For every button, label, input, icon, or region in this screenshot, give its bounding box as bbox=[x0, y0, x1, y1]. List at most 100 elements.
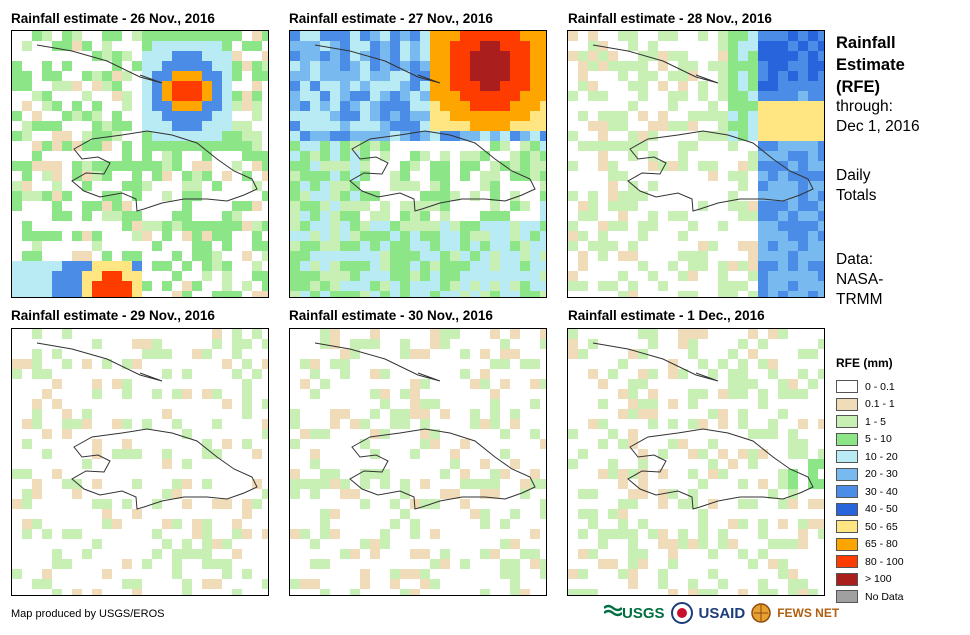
rainfall-cell bbox=[430, 329, 440, 339]
rainfall-cell bbox=[162, 131, 172, 141]
rainfall-cell bbox=[82, 359, 92, 369]
rainfall-cell bbox=[748, 449, 758, 459]
rainfall-cell bbox=[330, 81, 340, 91]
rainfall-cell bbox=[688, 141, 698, 151]
rainfall-cell bbox=[788, 389, 798, 399]
rainfall-cell bbox=[728, 369, 738, 379]
rainfall-cell bbox=[212, 499, 222, 509]
rainfall-cell bbox=[252, 81, 262, 91]
rainfall-cell bbox=[410, 589, 420, 595]
rainfall-cell bbox=[72, 81, 82, 91]
rainfall-cell bbox=[62, 359, 72, 369]
rainfall-cell bbox=[540, 261, 546, 271]
rainfall-cell bbox=[340, 171, 350, 181]
rainfall-cell bbox=[520, 291, 530, 297]
map-credit: Map produced by USGS/EROS bbox=[11, 608, 165, 620]
rainfall-cell bbox=[92, 81, 102, 91]
rainfall-cell bbox=[330, 271, 340, 281]
rainfall-cell bbox=[182, 389, 192, 399]
rainfall-cell bbox=[578, 449, 588, 459]
rainfall-cell bbox=[460, 221, 470, 231]
rainfall-cell bbox=[628, 201, 638, 211]
rainfall-cell bbox=[480, 479, 490, 489]
rainfall-cell bbox=[350, 191, 360, 201]
rainfall-cell bbox=[290, 419, 300, 429]
rainfall-cell bbox=[92, 131, 102, 141]
rainfall-cell bbox=[470, 231, 480, 241]
rainfall-cell bbox=[718, 271, 728, 281]
panel-title-4: Rainfall estimate - 29 Nov., 2016 bbox=[11, 308, 215, 323]
rainfall-cell bbox=[52, 469, 62, 479]
rainfall-cell bbox=[430, 261, 440, 271]
rainfall-cell bbox=[242, 101, 252, 111]
rainfall-cell bbox=[420, 419, 430, 429]
rainfall-cell bbox=[420, 261, 430, 271]
rainfall-cell bbox=[102, 41, 112, 51]
rainfall-cell bbox=[340, 31, 350, 41]
rainfall-cell bbox=[808, 101, 818, 111]
rainfall-cell bbox=[310, 449, 320, 459]
rainfall-cell bbox=[530, 291, 540, 297]
rainfall-cell bbox=[450, 51, 460, 61]
rainfall-cell bbox=[530, 529, 540, 539]
rainfall-cell bbox=[608, 121, 618, 131]
rainfall-cell bbox=[768, 369, 778, 379]
rainfall-cell bbox=[380, 281, 390, 291]
rainfall-cell bbox=[818, 161, 824, 171]
rainfall-cell bbox=[618, 519, 628, 529]
rainfall-cell bbox=[540, 91, 546, 101]
rainfall-cell bbox=[500, 429, 510, 439]
rainfall-cell bbox=[638, 399, 648, 409]
rainfall-cell bbox=[410, 409, 420, 419]
rainfall-cell bbox=[72, 489, 82, 499]
rainfall-cell bbox=[182, 31, 192, 41]
rainfall-cell bbox=[818, 101, 824, 111]
rainfall-cell bbox=[778, 469, 788, 479]
rainfall-cell bbox=[578, 141, 588, 151]
legend-swatch bbox=[836, 555, 858, 569]
rainfall-cell bbox=[470, 291, 480, 297]
rainfall-cell bbox=[252, 61, 262, 71]
rainfall-cell bbox=[568, 241, 578, 251]
rainfall-cell bbox=[222, 101, 232, 111]
rainfall-cell bbox=[648, 221, 658, 231]
rainfall-cell bbox=[192, 121, 202, 131]
rainfall-cell bbox=[212, 181, 222, 191]
rainfall-cell bbox=[758, 589, 768, 595]
rainfall-cell bbox=[390, 241, 400, 251]
rainfall-cell bbox=[818, 281, 824, 291]
rainfall-cell bbox=[540, 171, 546, 181]
rainfall-cell bbox=[658, 539, 668, 549]
rainfall-cell bbox=[490, 231, 500, 241]
rainfall-cell bbox=[112, 201, 122, 211]
rainfall-cell bbox=[300, 131, 310, 141]
rainfall-cell bbox=[430, 91, 440, 101]
rainfall-cell bbox=[530, 379, 540, 389]
rainfall-cell bbox=[172, 111, 182, 121]
rainfall-cell bbox=[440, 251, 450, 261]
rainfall-cell bbox=[242, 409, 252, 419]
rainfall-cell bbox=[340, 191, 350, 201]
rainfall-cell bbox=[330, 101, 340, 111]
rainfall-cell bbox=[748, 291, 758, 297]
rainfall-cell bbox=[72, 101, 82, 111]
rainfall-cell bbox=[798, 369, 808, 379]
legend-item: 1 - 5 bbox=[836, 413, 904, 431]
rainfall-cell bbox=[12, 499, 22, 509]
rainfall-cell bbox=[320, 51, 330, 61]
rainfall-cell bbox=[470, 61, 480, 71]
rainfall-cell bbox=[320, 211, 330, 221]
rainfall-cell bbox=[202, 41, 212, 51]
rainfall-cell bbox=[678, 251, 688, 261]
rainfall-cell bbox=[758, 121, 768, 131]
rainfall-cell bbox=[598, 469, 608, 479]
rainfall-cell bbox=[460, 281, 470, 291]
rainfall-cell bbox=[340, 131, 350, 141]
rainfall-cell bbox=[202, 261, 212, 271]
rainfall-cell bbox=[568, 349, 578, 359]
rainfall-cell bbox=[738, 589, 748, 595]
rainfall-cell bbox=[540, 479, 546, 489]
rainfall-cell bbox=[450, 131, 460, 141]
rainfall-cell bbox=[480, 151, 490, 161]
rainfall-cell bbox=[32, 161, 42, 171]
